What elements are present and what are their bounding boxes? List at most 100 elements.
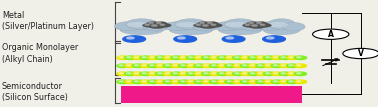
Circle shape: [142, 81, 147, 82]
Ellipse shape: [212, 22, 241, 31]
Circle shape: [204, 81, 208, 82]
Circle shape: [263, 36, 285, 42]
Circle shape: [260, 24, 265, 25]
Ellipse shape: [269, 22, 288, 27]
Circle shape: [250, 65, 255, 66]
Circle shape: [194, 80, 206, 84]
Circle shape: [150, 73, 154, 74]
Circle shape: [200, 22, 204, 24]
Ellipse shape: [218, 25, 262, 35]
Ellipse shape: [268, 19, 295, 29]
Circle shape: [265, 57, 270, 58]
Circle shape: [250, 57, 255, 58]
Circle shape: [227, 81, 231, 82]
Circle shape: [163, 56, 175, 59]
Circle shape: [117, 56, 129, 59]
Circle shape: [157, 65, 162, 66]
Circle shape: [248, 64, 260, 68]
Circle shape: [256, 72, 268, 76]
Ellipse shape: [258, 22, 282, 31]
Circle shape: [273, 65, 278, 66]
Circle shape: [208, 22, 212, 24]
Circle shape: [152, 25, 157, 26]
Circle shape: [194, 56, 206, 59]
Circle shape: [266, 37, 274, 39]
Circle shape: [171, 72, 183, 76]
Circle shape: [156, 22, 161, 24]
Circle shape: [287, 64, 299, 68]
Circle shape: [196, 65, 201, 66]
Circle shape: [140, 56, 152, 59]
Circle shape: [158, 23, 171, 27]
Circle shape: [157, 73, 162, 74]
Ellipse shape: [114, 22, 143, 31]
Circle shape: [132, 56, 144, 59]
Circle shape: [196, 57, 201, 58]
Text: A: A: [328, 30, 334, 39]
Circle shape: [149, 24, 165, 29]
Circle shape: [211, 73, 216, 74]
Circle shape: [119, 57, 123, 58]
Circle shape: [150, 81, 154, 82]
Circle shape: [181, 65, 185, 66]
Circle shape: [188, 57, 193, 58]
Circle shape: [188, 73, 193, 74]
Circle shape: [171, 80, 183, 84]
Circle shape: [140, 64, 152, 68]
Circle shape: [263, 72, 276, 76]
Circle shape: [194, 23, 207, 27]
Circle shape: [252, 25, 257, 26]
Circle shape: [178, 72, 191, 76]
Circle shape: [240, 72, 253, 76]
Circle shape: [198, 22, 211, 25]
Circle shape: [181, 57, 185, 58]
Circle shape: [273, 73, 278, 74]
Circle shape: [258, 81, 262, 82]
Circle shape: [233, 64, 245, 68]
Circle shape: [147, 22, 160, 25]
Circle shape: [296, 81, 301, 82]
Circle shape: [119, 73, 123, 74]
Circle shape: [124, 56, 136, 59]
Circle shape: [157, 81, 162, 82]
Circle shape: [174, 36, 197, 42]
Circle shape: [217, 56, 229, 59]
Circle shape: [119, 81, 123, 82]
Circle shape: [227, 73, 231, 74]
Circle shape: [296, 65, 301, 66]
Circle shape: [249, 22, 254, 24]
Circle shape: [117, 64, 129, 68]
Ellipse shape: [263, 25, 300, 35]
Circle shape: [163, 64, 175, 68]
Circle shape: [186, 80, 198, 84]
Circle shape: [148, 80, 160, 84]
Circle shape: [134, 81, 139, 82]
Circle shape: [165, 57, 170, 58]
Circle shape: [254, 22, 267, 25]
Circle shape: [194, 64, 206, 68]
Circle shape: [181, 81, 185, 82]
Circle shape: [178, 80, 191, 84]
Circle shape: [227, 65, 231, 66]
Circle shape: [281, 65, 285, 66]
Circle shape: [127, 81, 131, 82]
Circle shape: [294, 64, 307, 68]
Circle shape: [188, 81, 193, 82]
Circle shape: [296, 73, 301, 74]
Circle shape: [165, 81, 170, 82]
Circle shape: [249, 24, 265, 29]
Circle shape: [202, 56, 214, 59]
Circle shape: [140, 72, 152, 76]
Circle shape: [279, 80, 291, 84]
Circle shape: [123, 36, 146, 42]
Circle shape: [313, 29, 349, 39]
Circle shape: [265, 65, 270, 66]
Circle shape: [271, 56, 284, 59]
Circle shape: [245, 24, 250, 25]
Circle shape: [225, 80, 237, 84]
Circle shape: [219, 73, 224, 74]
Circle shape: [296, 57, 301, 58]
Circle shape: [142, 57, 147, 58]
Circle shape: [188, 65, 193, 66]
Circle shape: [127, 37, 134, 39]
